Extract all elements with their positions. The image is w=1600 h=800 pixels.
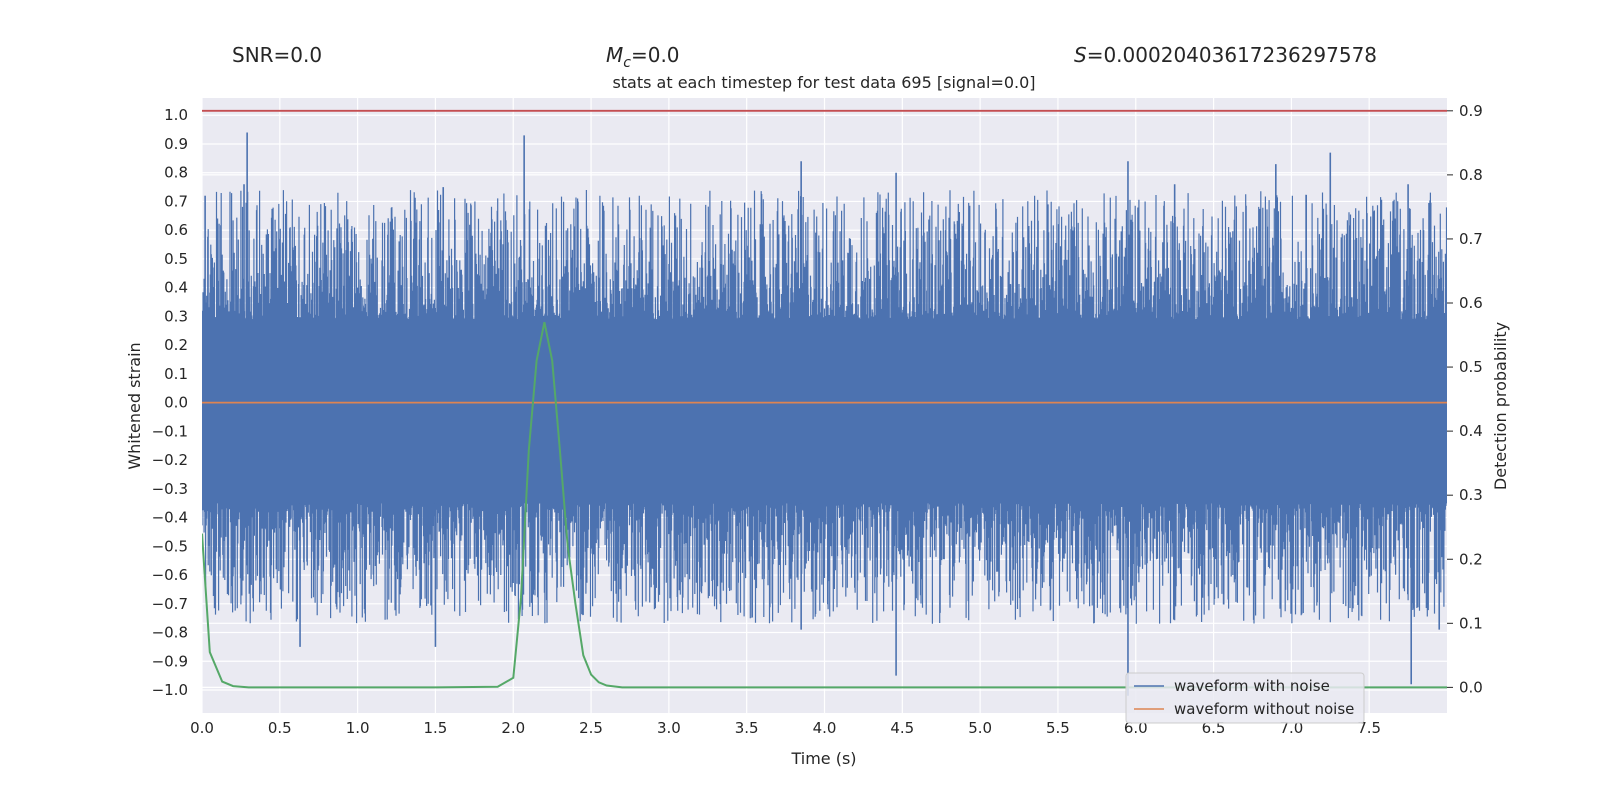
y-left-tick-label: −0.8 [152,624,188,642]
y-left-tick-label: −0.1 [152,422,188,440]
y-right-tick-label: 0.7 [1459,230,1483,248]
chart-subtitle: stats at each timestep for test data 695… [612,73,1035,92]
x-tick-label: 1.0 [346,719,370,737]
y-left-tick-label: −0.4 [152,509,188,527]
y-left-tick-label: −0.5 [152,537,188,555]
waveform-with-noise-band [202,319,1447,504]
y-left-tick-label: 0.3 [164,307,188,325]
legend: waveform with noise waveform without noi… [1125,672,1365,724]
y-left-tick-label: −0.6 [152,566,188,584]
x-tick-label: 4.5 [890,719,914,737]
y-left-tick-label: −0.2 [152,451,188,469]
y-left-tick-label: 0.9 [164,135,188,153]
y-right-tick-label: 0.0 [1459,678,1483,696]
y-left-tick-label: −0.3 [152,480,188,498]
y-left-tick-label: 0.0 [164,394,188,412]
x-tick-label: 2.0 [501,719,525,737]
chirp-mass-stat: Mc=0.0 [606,43,680,71]
y-right-axis-ticks: 0.9 0.8 0.7 0.6 0.5 0.4 0.3 0.2 0.1 0.0 [1447,102,1483,696]
y-left-tick-label: −0.9 [152,652,188,670]
x-tick-label: 3.5 [735,719,759,737]
y-left-axis-ticks: 1.0 0.9 0.8 0.7 0.6 0.5 0.4 0.3 0.2 0.1 0.0 −0.1 −0.… [152,106,188,699]
y-right-tick-label: 0.9 [1459,102,1483,120]
x-tick-label: 0.5 [268,719,292,737]
y-right-axis-label: Detection probability [1491,322,1510,490]
y-left-tick-label: 0.5 [164,250,188,268]
y-left-tick-label: −0.7 [152,595,188,613]
y-right-tick-label: 0.6 [1459,294,1483,312]
y-left-tick-label: −1.0 [152,681,188,699]
s-stat: S=0.00020403617236297578 [1074,43,1377,67]
y-left-tick-label: 0.8 [164,164,188,182]
y-right-tick-label: 0.3 [1459,486,1483,504]
x-tick-label: 0.0 [190,719,214,737]
x-tick-label: 1.5 [424,719,448,737]
y-right-tick-label: 0.2 [1459,550,1483,568]
y-right-tick-label: 0.5 [1459,358,1483,376]
legend-label-noise: waveform with noise [1174,677,1330,695]
y-left-axis-label: Whitened strain [125,342,144,469]
y-left-tick-label: 0.4 [164,279,188,297]
y-left-tick-label: 0.6 [164,221,188,239]
legend-label-clean: waveform without noise [1174,700,1354,718]
x-tick-label: 3.0 [657,719,681,737]
y-left-tick-label: 1.0 [164,106,188,124]
legend-box [1125,672,1365,724]
y-left-tick-label: 0.7 [164,192,188,210]
x-axis-label: Time (s) [790,749,856,768]
y-right-tick-label: 0.1 [1459,614,1483,632]
y-right-tick-label: 0.8 [1459,166,1483,184]
x-tick-label: 2.5 [579,719,603,737]
snr-stat: SNR=0.0 [232,43,322,67]
x-tick-label: 4.0 [813,719,837,737]
x-tick-label: 5.5 [1046,719,1070,737]
y-left-tick-label: 0.2 [164,336,188,354]
x-tick-label: 5.0 [968,719,992,737]
y-right-tick-label: 0.4 [1459,422,1483,440]
detection-probability-line [202,322,1447,689]
x-tick-label: 7.5 [1357,719,1381,737]
y-left-tick-label: 0.1 [164,365,188,383]
